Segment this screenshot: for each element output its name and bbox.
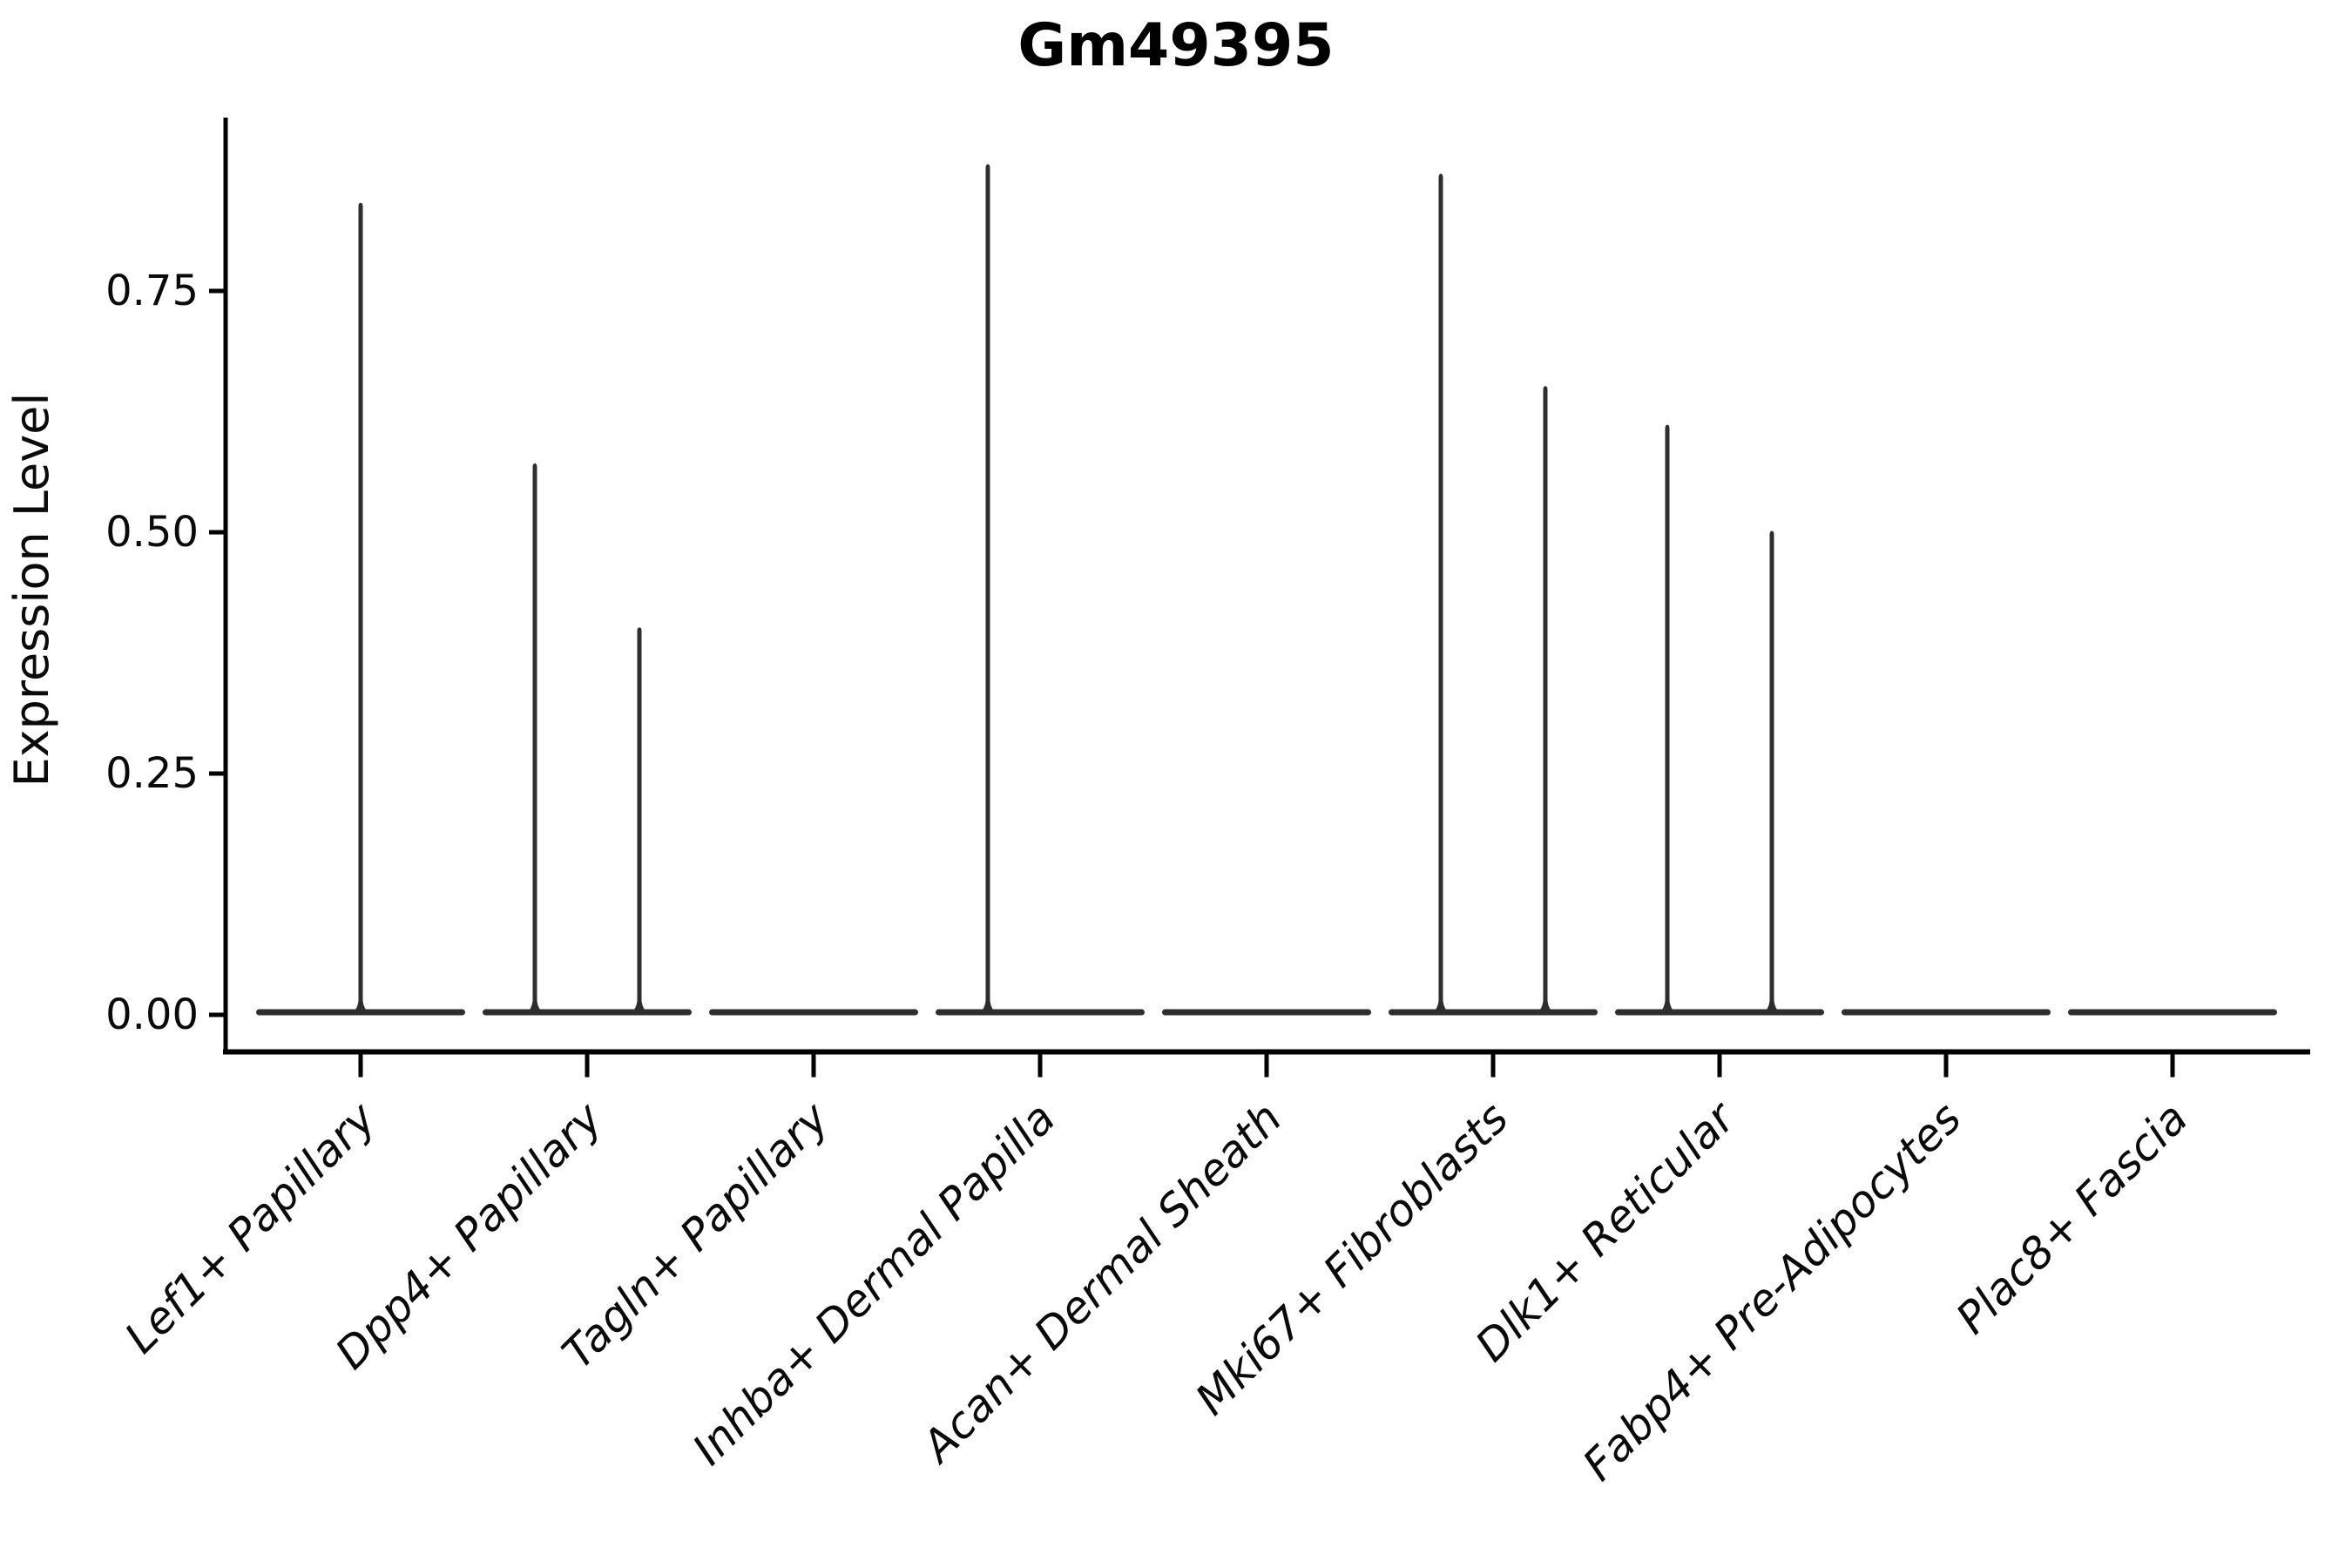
x-tick-mark <box>1943 1054 1949 1078</box>
y-tick-mark <box>209 1012 226 1017</box>
violin-peak-spike <box>1536 386 1555 1013</box>
x-tick-label: Plac8+ Fascia <box>1947 1092 2198 1343</box>
violin-peak-spike <box>1658 424 1677 1013</box>
violin-body <box>1615 1009 1824 1016</box>
violin-body <box>1162 1009 1371 1016</box>
x-tick-mark <box>811 1054 816 1078</box>
violin-peak-spike <box>978 164 997 1013</box>
y-tick-label: 0.75 <box>105 267 199 315</box>
y-tick-label: 0.25 <box>105 749 199 798</box>
y-axis-label: Expression Level <box>4 393 59 787</box>
violin-body <box>1842 1009 2051 1016</box>
y-tick-mark <box>209 288 226 294</box>
violin-body <box>1389 1009 1598 1016</box>
violin-body <box>936 1009 1145 1016</box>
x-tick-mark <box>358 1054 363 1078</box>
x-tick-mark <box>2170 1054 2175 1078</box>
violin-peak-spike <box>1431 173 1450 1014</box>
x-axis-spine <box>223 1049 2310 1055</box>
violin-peak-spike <box>351 202 370 1013</box>
x-tick-mark <box>1264 1054 1269 1078</box>
y-tick-mark <box>209 530 226 535</box>
violin-body <box>483 1009 692 1016</box>
violin-peak-spike <box>525 463 544 1013</box>
y-axis-spine <box>223 118 228 1055</box>
y-tick-mark <box>209 771 226 776</box>
x-tick-mark <box>585 1054 590 1078</box>
violin-peak-spike <box>1762 531 1781 1013</box>
violin-layer <box>256 164 2277 1016</box>
y-tick-label: 0.50 <box>105 508 199 557</box>
chart-title: Gm49395 <box>1017 11 1334 80</box>
x-tick-mark <box>1490 1054 1496 1078</box>
violin-peak-spike <box>630 627 649 1013</box>
y-tick-label: 0.00 <box>105 990 199 1039</box>
violin-body <box>709 1009 918 1016</box>
x-tick-mark <box>1037 1054 1043 1078</box>
violin-body <box>2068 1009 2277 1016</box>
x-tick-mark <box>1717 1054 1722 1078</box>
x-tick-label: Inhba+ Dermal Papilla <box>683 1092 1064 1474</box>
x-tick-label: Acan+ Dermal Sheath <box>911 1092 1292 1473</box>
x-tick-label: Fabp4+ Pre-Adipocytes <box>1573 1092 1971 1490</box>
